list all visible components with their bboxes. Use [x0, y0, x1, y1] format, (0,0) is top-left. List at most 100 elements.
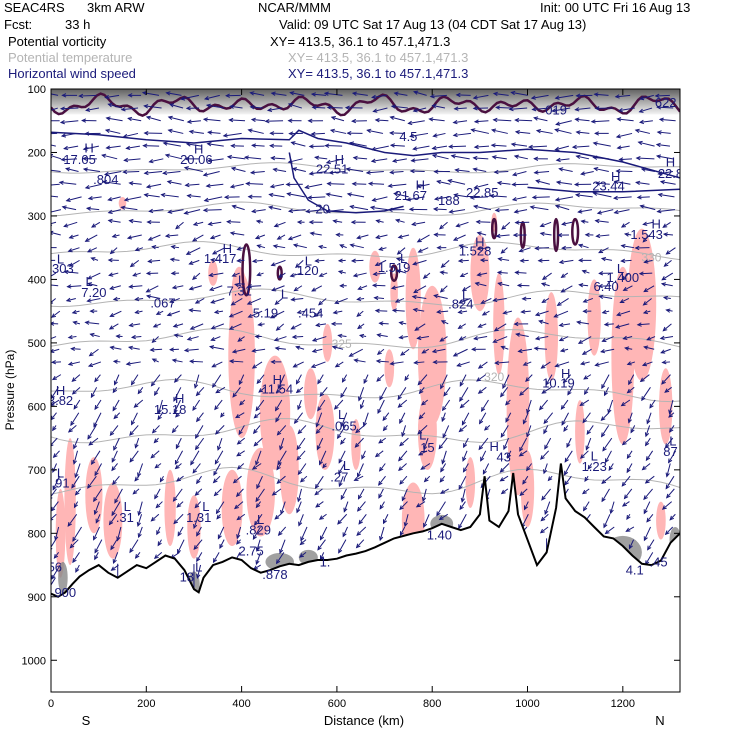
wind-vector — [162, 170, 181, 176]
wind-vector — [394, 298, 405, 303]
pv-extremum-label: H — [273, 372, 282, 387]
wind-vector — [145, 183, 162, 189]
wind-vector — [561, 412, 569, 426]
wind-vector — [636, 322, 650, 327]
wind-vector — [72, 526, 82, 542]
wind-vector — [432, 206, 447, 212]
pv-extremum-label: 900 — [54, 585, 76, 600]
pv-extremum-label: L — [281, 286, 288, 301]
wind-vector — [317, 374, 324, 385]
wind-vector — [315, 412, 323, 428]
wind-vector — [209, 234, 221, 240]
wind-vector — [125, 361, 141, 366]
pv-extremum-label: 4.1 — [626, 563, 644, 578]
wind-vector — [500, 387, 509, 398]
wind-vector — [319, 387, 328, 397]
wind-vector — [235, 488, 244, 498]
wind-vector — [628, 374, 635, 386]
wind-vector — [436, 501, 446, 517]
wind-vector — [440, 320, 449, 325]
wind-vector — [287, 102, 302, 109]
pv-extremum-label: L — [617, 261, 624, 276]
wind-vector — [441, 450, 447, 465]
wind-vector — [146, 219, 160, 225]
wind-vector — [82, 145, 99, 151]
wind-vector — [328, 170, 345, 175]
field-pv-name: Potential vorticity — [8, 34, 107, 49]
pv-extremum-label: 019 — [545, 102, 567, 117]
wind-vector — [626, 450, 633, 460]
wind-vector — [418, 412, 426, 420]
forecast-label: Fcst: — [4, 17, 33, 32]
wind-vector — [214, 425, 225, 435]
wind-vector — [236, 539, 241, 545]
wind-vector — [251, 361, 263, 369]
wind-vector — [374, 259, 387, 266]
pv-contour-closed — [552, 217, 560, 253]
wind-vector — [203, 94, 220, 101]
wind-vector — [268, 192, 285, 198]
pv-extremum-label: .45 — [650, 554, 668, 569]
wind-vector — [299, 475, 308, 483]
wind-vector — [442, 425, 450, 439]
terrain-line — [51, 463, 680, 598]
wind-vector — [157, 539, 162, 547]
wind-vector — [101, 180, 121, 185]
wind-vector — [623, 488, 633, 500]
wind-vector — [314, 488, 323, 496]
wind-vector — [630, 425, 636, 434]
wind-vector — [522, 475, 529, 485]
theta-isoline — [51, 162, 680, 174]
pv-contour-closed — [491, 217, 498, 240]
wind-vector — [91, 221, 101, 228]
pv-extremum-label: .067 — [150, 295, 175, 310]
x-tick-label: 1000 — [515, 698, 539, 710]
wind-vector — [51, 209, 62, 215]
wind-vector — [423, 514, 430, 528]
wind-vector — [150, 450, 160, 459]
field-pv-xy: XY= 413.5, 36.1 to 457.1,471.3 — [270, 34, 451, 49]
wind-isotach — [527, 186, 680, 193]
pv-contour-closed — [389, 264, 399, 282]
wind-vector — [64, 167, 79, 173]
wind-vector — [176, 501, 184, 508]
wind-vector — [635, 180, 650, 186]
wind-vector — [636, 195, 650, 200]
pv-extremum-label: 87 — [663, 444, 677, 459]
wind-vector — [519, 258, 529, 263]
wind-vector — [642, 298, 652, 306]
wind-vector — [375, 219, 384, 224]
wind-vector — [480, 399, 489, 412]
wind-vector — [145, 294, 161, 299]
pv-extremum-label: H — [561, 366, 570, 381]
wind-vector — [662, 323, 672, 332]
wind-vector — [462, 463, 469, 473]
wind-vector — [351, 118, 367, 124]
wind-vector — [307, 118, 324, 123]
wind-vector — [398, 450, 408, 462]
wind-vector — [51, 195, 59, 198]
wind-vector — [51, 272, 57, 277]
wind-vector — [318, 272, 328, 277]
wind-vector — [351, 181, 367, 187]
wind-vector — [134, 437, 140, 449]
wind-vector — [398, 321, 407, 326]
pv-extremum-label: H — [56, 383, 65, 398]
wind-vector — [603, 387, 609, 397]
wind-vector — [612, 195, 632, 201]
wind-vector — [252, 526, 261, 540]
wind-vector — [238, 425, 245, 436]
wind-vector — [473, 144, 490, 150]
wind-vector — [180, 94, 199, 101]
wind-vector — [383, 514, 389, 525]
wind-vector — [405, 196, 425, 202]
x-tick-label: 800 — [423, 698, 441, 710]
wind-vector — [112, 387, 118, 394]
wind-vector — [51, 359, 61, 365]
pv-shade-region — [417, 285, 447, 426]
wind-vector — [613, 209, 630, 215]
wind-vector — [297, 425, 307, 435]
wind-vector — [211, 361, 223, 368]
wind-vector — [535, 179, 550, 185]
wind-vector — [86, 282, 98, 287]
